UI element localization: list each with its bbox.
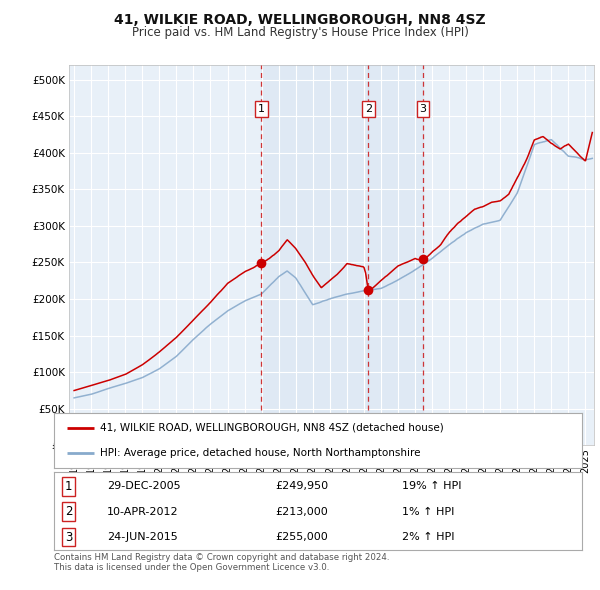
Text: 2% ↑ HPI: 2% ↑ HPI (403, 532, 455, 542)
Text: Price paid vs. HM Land Registry's House Price Index (HPI): Price paid vs. HM Land Registry's House … (131, 26, 469, 39)
Text: 1: 1 (65, 480, 73, 493)
Text: 19% ↑ HPI: 19% ↑ HPI (403, 481, 462, 491)
Text: 3: 3 (65, 530, 73, 543)
Text: £249,950: £249,950 (276, 481, 329, 491)
Text: 3: 3 (419, 104, 427, 114)
Text: 41, WILKIE ROAD, WELLINGBOROUGH, NN8 4SZ: 41, WILKIE ROAD, WELLINGBOROUGH, NN8 4SZ (114, 13, 486, 27)
Text: 41, WILKIE ROAD, WELLINGBOROUGH, NN8 4SZ (detached house): 41, WILKIE ROAD, WELLINGBOROUGH, NN8 4SZ… (100, 423, 444, 433)
Text: 24-JUN-2015: 24-JUN-2015 (107, 532, 178, 542)
Text: HPI: Average price, detached house, North Northamptonshire: HPI: Average price, detached house, Nort… (100, 447, 421, 457)
Text: This data is licensed under the Open Government Licence v3.0.: This data is licensed under the Open Gov… (54, 563, 329, 572)
Text: Contains HM Land Registry data © Crown copyright and database right 2024.: Contains HM Land Registry data © Crown c… (54, 553, 389, 562)
Bar (262, 65, 368, 445)
Text: 10-APR-2012: 10-APR-2012 (107, 507, 178, 517)
Text: 1% ↑ HPI: 1% ↑ HPI (403, 507, 455, 517)
Text: 2: 2 (65, 505, 73, 518)
Text: 29-DEC-2005: 29-DEC-2005 (107, 481, 181, 491)
Text: 2: 2 (365, 104, 372, 114)
Bar (368, 65, 423, 445)
Text: 1: 1 (258, 104, 265, 114)
Text: £213,000: £213,000 (276, 507, 329, 517)
Text: £255,000: £255,000 (276, 532, 329, 542)
